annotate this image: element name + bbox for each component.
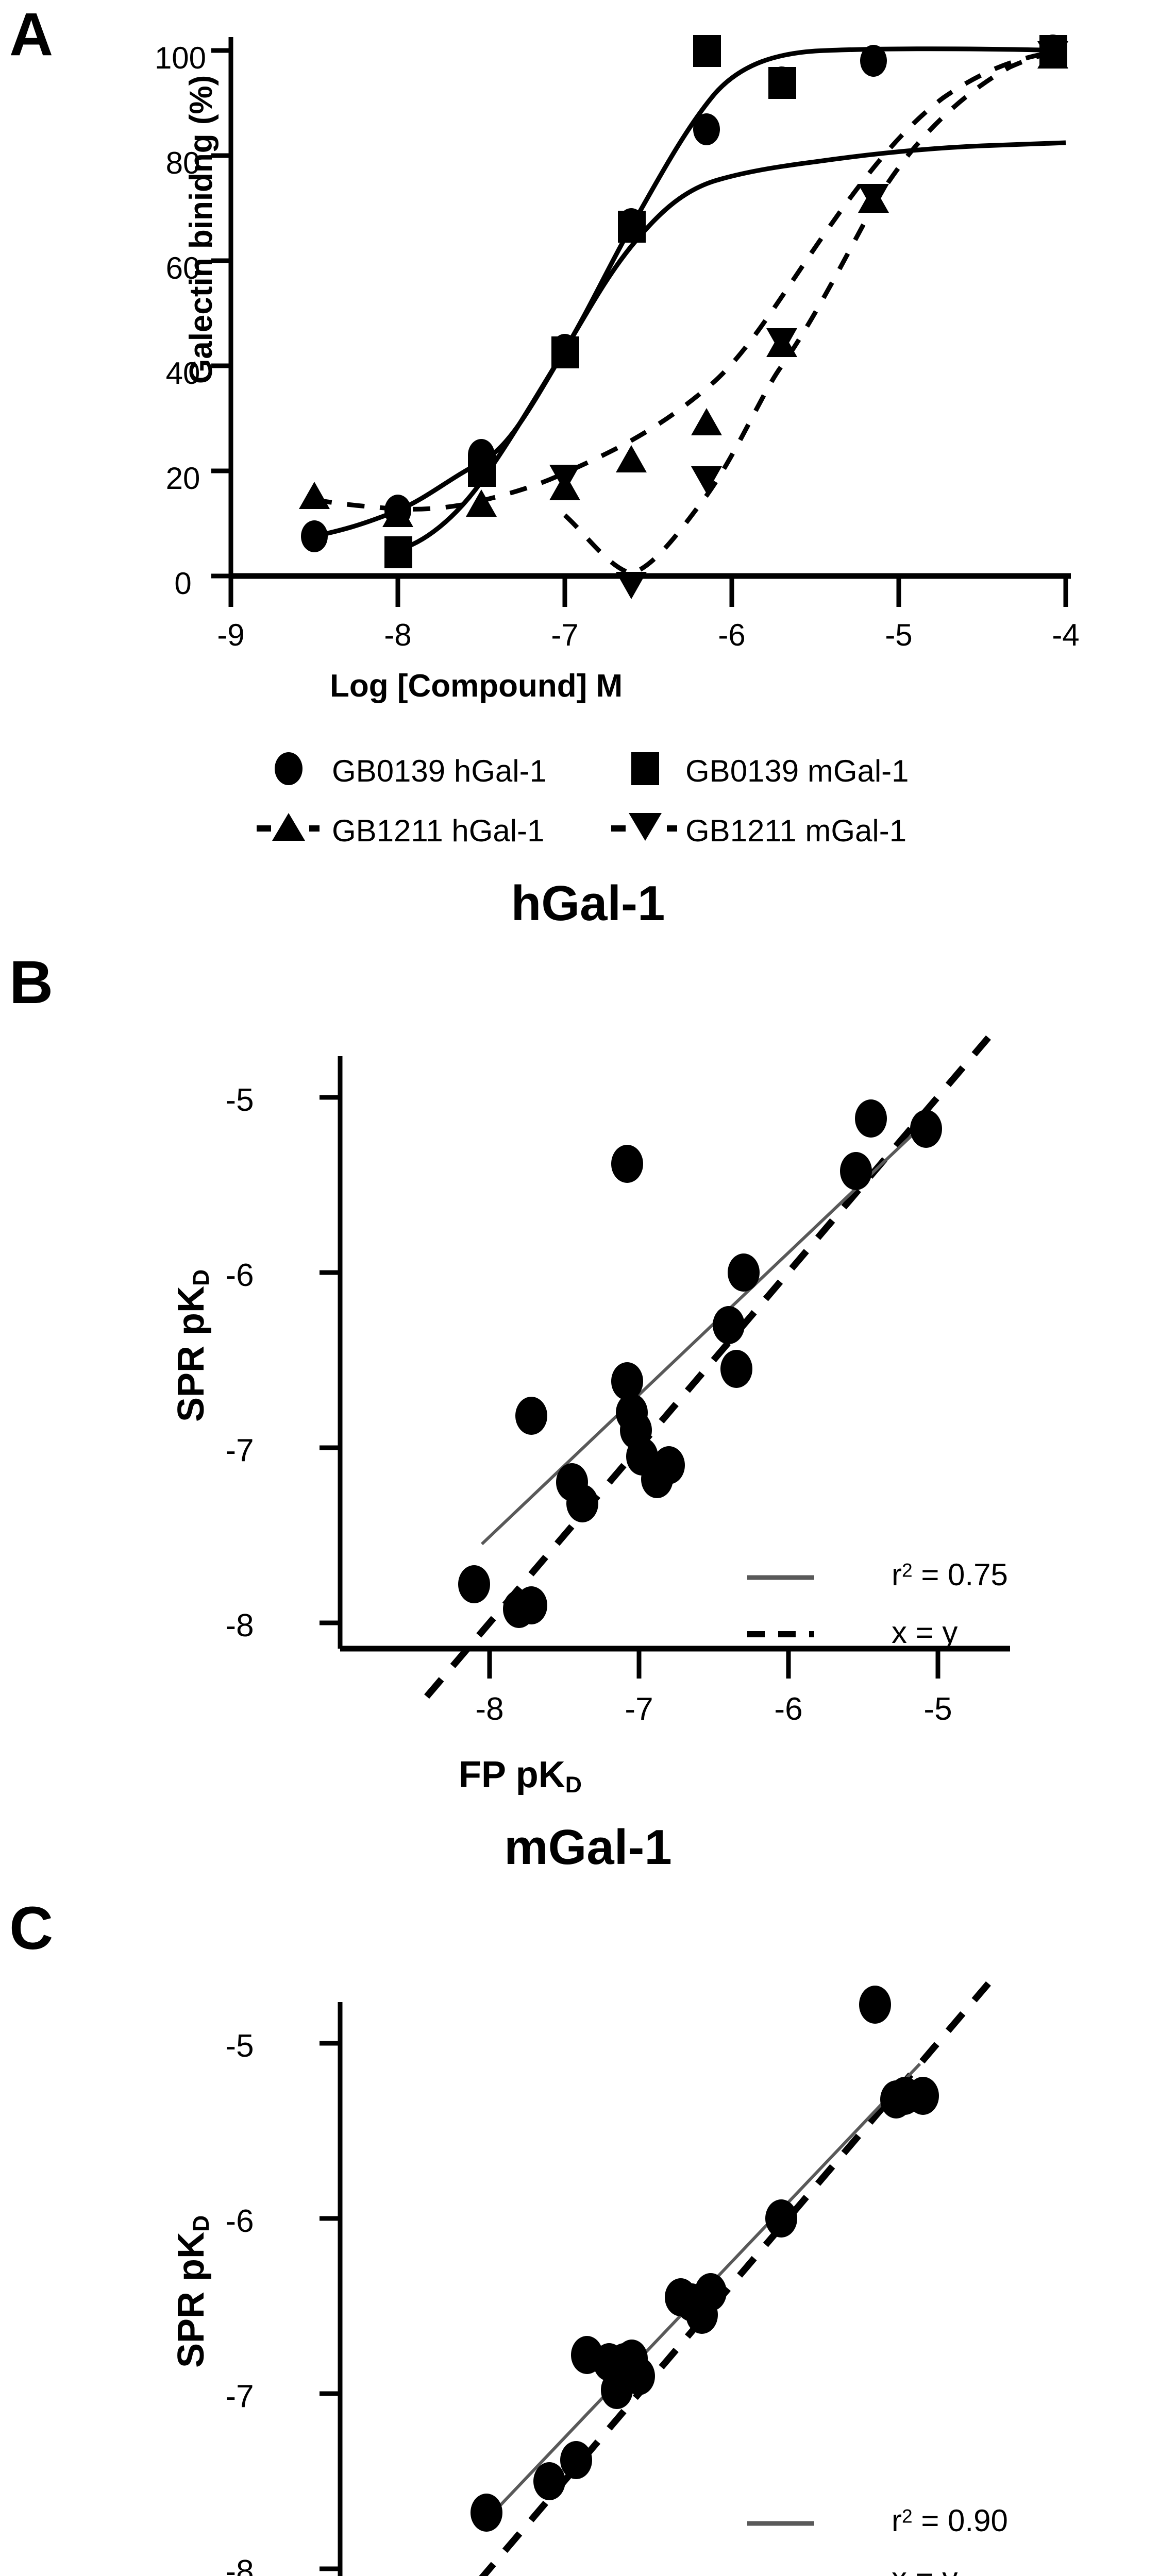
panel-b-legend-glyphs: [747, 1575, 814, 1637]
panel-a-xtick--4: -4: [1052, 618, 1080, 652]
panel-c-legend-r2-sup: 2: [901, 2505, 913, 2527]
legend-item-gb1211-hgal1: GB1211 hGal-1: [332, 814, 545, 848]
series-gb0139-hgal1-markers: [301, 35, 1066, 552]
panel-b-legend-r2-post: = 0.75: [912, 1557, 1008, 1592]
panel-b-legend-identity: x = y: [892, 1615, 958, 1650]
panel-c-ytick--7: -7: [225, 2379, 254, 2414]
series-gb0139-mgal1-markers: [384, 35, 1067, 568]
panel-a-plot: [211, 35, 1071, 607]
panel-b-plot: [320, 1035, 1010, 1699]
panel-a-xtick--6: -6: [718, 618, 746, 652]
panel-a-ytick-40: 40: [165, 356, 200, 391]
panel-b-xtick--7: -7: [625, 1691, 653, 1727]
panel-b-xtick--5: -5: [923, 1691, 952, 1727]
legend-marker-circle: [275, 752, 303, 785]
panel-letter-a: A: [9, 1, 54, 69]
panel-a-legend-glyphs: [257, 752, 677, 841]
panel-b-x-axis-title-main: FP pK: [459, 1754, 565, 1795]
panel-b-legend-r2-sup: 2: [901, 1559, 913, 1581]
panel-c-legend-identity: x = y: [892, 2561, 957, 2576]
panel-b-x-ticks: [487, 1649, 940, 1679]
panel-b-ytick--5: -5: [225, 1082, 254, 1118]
panel-b-ytick--6: -6: [225, 1258, 254, 1293]
panel-c-plot: [320, 1981, 991, 2576]
panel-letter-b: B: [9, 948, 54, 1016]
panel-c-ytick--5: -5: [225, 2028, 254, 2064]
panel-c-y-ticks: [320, 2041, 340, 2571]
series-gb1211-hgal1-line: [314, 48, 1066, 512]
panel-a-xtick--9: -9: [217, 618, 245, 652]
panel-a-axis-lines: [228, 37, 1071, 579]
panel-b-ytick--8: -8: [225, 1608, 254, 1643]
panel-c-legend-glyphs: [747, 2521, 814, 2526]
panel-b-axis-lines: [338, 1056, 1010, 1652]
panel-b-ytick--7: -7: [225, 1433, 254, 1468]
series-gb0139-hgal1-line: [314, 140, 1066, 539]
panel-a-ytick-100: 100: [154, 41, 207, 75]
panel-c-ytick--8: -8: [225, 2554, 254, 2576]
panel-a-ytick-80: 80: [165, 146, 200, 180]
panel-b-x-axis-title-sub: D: [565, 1772, 582, 1798]
panel-letter-c: C: [9, 1894, 54, 1962]
panel-b-scatter-points: [458, 1099, 942, 1628]
panel-a-ytick-0: 0: [174, 566, 192, 601]
series-gb1211-hgal1-markers: [299, 41, 1068, 527]
panel-a-xtick--8: -8: [384, 618, 412, 652]
legend-item-gb0139-mgal1: GB0139 mGal-1: [685, 754, 909, 788]
panel-c-axis-lines: [338, 2002, 343, 2576]
legend-marker-triangle-up: [257, 813, 320, 841]
panel-b-y-ticks: [320, 1095, 340, 1625]
legend-marker-triangle-down: [611, 813, 677, 841]
panel-b-legend-r2-pre: r: [892, 1557, 902, 1592]
series-gb0139-mgal1-line: [397, 46, 1066, 552]
panel-a-x-ticks: [228, 576, 1068, 607]
legend-item-gb0139-hgal1: GB0139 hGal-1: [332, 754, 547, 788]
panel-c-legend-r2: r2 = 0.90: [892, 2503, 1008, 2538]
panel-c-legend-r2-post: = 0.90: [912, 2503, 1008, 2538]
panel-b-legend-r2: r2 = 0.75: [892, 1557, 1008, 1592]
panel-a-xtick--5: -5: [885, 618, 913, 652]
panel-c-legend-r2-pre: r: [892, 2503, 902, 2538]
panel-c-title: mGal-1: [504, 1820, 672, 1875]
panel-a-y-ticks: [211, 48, 231, 579]
panel-c-ytick--6: -6: [225, 2204, 254, 2239]
panel-a-x-axis-title: Log [Compound] M: [330, 668, 623, 704]
panel-b-xtick--8: -8: [475, 1691, 504, 1727]
panel-b-x-axis-title: FP pKD: [459, 1754, 582, 1798]
panel-a-xtick--7: -7: [551, 618, 579, 652]
panel-c-scatter-points: [471, 1986, 939, 2532]
legend-item-gb1211-mgal1: GB1211 mGal-1: [685, 814, 907, 848]
legend-marker-square: [631, 752, 659, 785]
series-gb1211-mgal1-markers: [549, 41, 1068, 599]
series-gb1211-mgal1-line: [563, 48, 1066, 576]
panel-b-title: hGal-1: [511, 876, 665, 931]
panel-b-xtick--6: -6: [774, 1691, 803, 1727]
panel-a-ytick-20: 20: [165, 461, 200, 496]
panel-a-ytick-60: 60: [165, 251, 200, 285]
